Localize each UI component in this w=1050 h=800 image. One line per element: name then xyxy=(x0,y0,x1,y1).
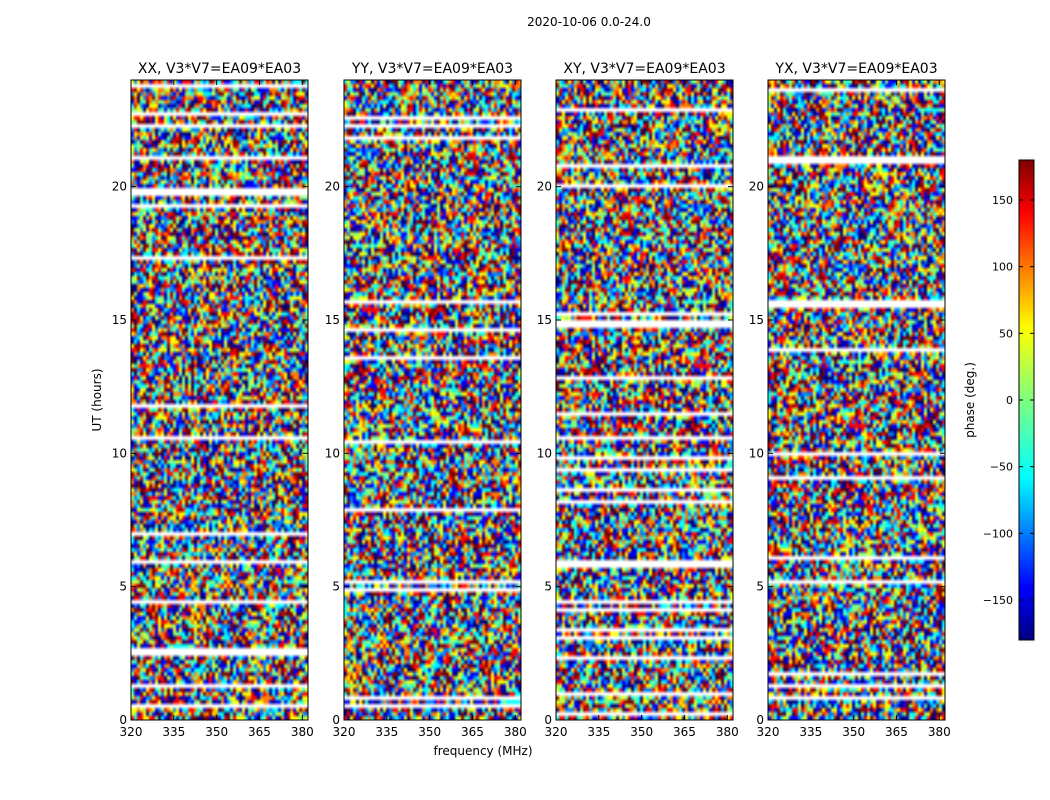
y-tick-label: 10 xyxy=(112,446,127,460)
heatmap-panel: YY, V3*V7=EA09*EA03 320 335 350 365 380 0 5 10 15… xyxy=(325,61,527,739)
panel-title: YY, V3*V7=EA09*EA03 xyxy=(351,61,513,77)
y-tick-label: 15 xyxy=(537,313,552,327)
colorbar-tick-label: −50 xyxy=(990,461,1013,474)
y-tick-label: 0 xyxy=(119,713,127,727)
x-tick-label: 365 xyxy=(673,725,696,739)
panel-frame xyxy=(767,79,946,721)
colorbar-ticks: 150 100 50 0 −50 −100 −150 xyxy=(983,194,1034,607)
y-tick-label: 15 xyxy=(325,313,340,327)
colorbar-label: phase (deg.) xyxy=(963,362,977,438)
x-tick-label: 320 xyxy=(545,725,568,739)
y-tick-label: 5 xyxy=(544,580,552,594)
x-tick-label: 335 xyxy=(162,725,185,739)
y-tick-label: 15 xyxy=(112,313,127,327)
y-tick-label: 5 xyxy=(756,580,764,594)
y-tick-label: 0 xyxy=(332,713,340,727)
colorbar-tick-label: −100 xyxy=(983,527,1013,540)
phase-heatmap xyxy=(131,80,308,720)
heatmap-panel: XY, V3*V7=EA09*EA03 320 335 350 365 380 0 5 10 15… xyxy=(537,61,739,739)
y-tick-label: 20 xyxy=(537,180,552,194)
x-tick-label: 380 xyxy=(928,725,951,739)
y-axis-label: UT (hours) xyxy=(90,368,104,431)
x-tick-label: 350 xyxy=(842,725,865,739)
colorbar-tick-label: 100 xyxy=(992,261,1013,274)
colorbar-tick-label: 50 xyxy=(999,327,1013,340)
y-tick-label: 0 xyxy=(756,713,764,727)
x-tick-label: 350 xyxy=(418,725,441,739)
panel-title: YX, V3*V7=EA09*EA03 xyxy=(774,61,937,77)
y-tick-label: 10 xyxy=(537,446,552,460)
y-tick-label: 10 xyxy=(749,446,764,460)
heatmap-panel: YX, V3*V7=EA09*EA03 320 335 350 365 380 0 5 10 15… xyxy=(749,61,951,739)
x-tick-label: 380 xyxy=(291,725,314,739)
x-tick-label: 380 xyxy=(504,725,527,739)
phase-heatmap xyxy=(344,80,521,720)
x-tick-label: 365 xyxy=(885,725,908,739)
phase-heatmap xyxy=(556,80,733,720)
x-tick-label: 350 xyxy=(205,725,228,739)
y-tick-label: 20 xyxy=(749,180,764,194)
x-tick-label: 335 xyxy=(587,725,610,739)
colorbar-tick-label: 0 xyxy=(1006,394,1013,407)
colorbar-tick-label: −150 xyxy=(983,594,1013,607)
x-tick-label: 335 xyxy=(375,725,398,739)
panel-frame xyxy=(343,79,522,721)
colorbar-tick-label: 150 xyxy=(992,194,1013,207)
colorbar: 150 100 50 0 −50 −100 −150 phase (deg.) xyxy=(963,159,1035,641)
x-tick-label: 320 xyxy=(120,725,143,739)
panel-frame xyxy=(555,79,734,721)
heatmap-panel: XX, V3*V7=EA09*EA03 320 335 350 365 380 0 5 10 15… xyxy=(112,61,314,739)
y-tick-label: 0 xyxy=(544,713,552,727)
x-tick-label: 350 xyxy=(630,725,653,739)
phase-heatmap xyxy=(768,80,945,720)
y-tick-label: 10 xyxy=(325,446,340,460)
y-tick-label: 20 xyxy=(112,180,127,194)
y-tick-label: 5 xyxy=(119,580,127,594)
x-tick-label: 365 xyxy=(461,725,484,739)
x-tick-label: 380 xyxy=(716,725,739,739)
x-axis-label: frequency (MHz) xyxy=(433,744,532,758)
y-tick-label: 5 xyxy=(332,580,340,594)
panel-title: XY, V3*V7=EA09*EA03 xyxy=(563,61,725,77)
x-tick-label: 335 xyxy=(799,725,822,739)
heatmap-panels: XX, V3*V7=EA09*EA03 320 335 350 365 380 0 5 10 15… xyxy=(112,61,951,739)
x-tick-label: 365 xyxy=(248,725,271,739)
x-tick-label: 320 xyxy=(333,725,356,739)
y-tick-label: 20 xyxy=(325,180,340,194)
x-tick-label: 320 xyxy=(757,725,780,739)
y-tick-label: 15 xyxy=(749,313,764,327)
panel-title: XX, V3*V7=EA09*EA03 xyxy=(138,61,301,77)
panel-frame xyxy=(130,79,309,721)
figure-suptitle: 2020-10-06 0.0-24.0 xyxy=(527,15,651,29)
